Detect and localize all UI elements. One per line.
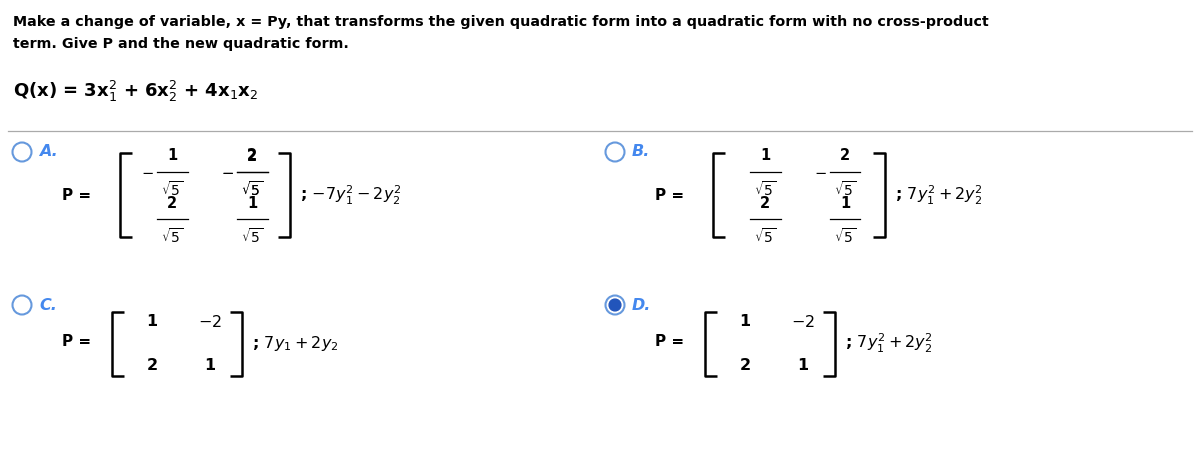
Text: D.: D.: [632, 298, 652, 313]
Text: $-$: $-$: [814, 164, 827, 179]
Text: Make a change of variable, x = Py, that transforms the given quadratic form into: Make a change of variable, x = Py, that …: [13, 15, 989, 29]
Text: A.: A.: [38, 144, 58, 159]
Text: 1: 1: [204, 357, 216, 372]
Text: P =: P =: [62, 335, 91, 350]
Text: 1: 1: [798, 357, 809, 372]
Text: 2: 2: [247, 149, 257, 164]
Text: 1: 1: [739, 314, 750, 329]
Text: $-2$: $-2$: [791, 314, 815, 330]
Text: 1: 1: [247, 196, 257, 211]
Text: 2: 2: [739, 357, 750, 372]
Text: $\sqrt{5}$: $\sqrt{5}$: [241, 181, 263, 199]
Text: P =: P =: [655, 335, 684, 350]
Text: $\sqrt{5}$: $\sqrt{5}$: [241, 228, 263, 246]
Text: P =: P =: [655, 187, 684, 202]
Text: $\sqrt{5}$: $\sqrt{5}$: [161, 228, 184, 246]
Text: $-2$: $-2$: [198, 314, 222, 330]
Text: 1: 1: [146, 314, 157, 329]
Text: 2: 2: [146, 357, 157, 372]
Circle shape: [610, 299, 620, 311]
Text: 2: 2: [247, 149, 257, 164]
Text: ; $7y_1^2 + 2y_2^2$: ; $7y_1^2 + 2y_2^2$: [845, 332, 932, 355]
Text: $\sqrt{5}$: $\sqrt{5}$: [834, 228, 856, 246]
Text: 1: 1: [167, 149, 178, 164]
Text: $\sqrt{5}$: $\sqrt{5}$: [161, 181, 184, 199]
Text: 2: 2: [167, 196, 178, 211]
Text: 1: 1: [840, 196, 850, 211]
Text: ; $7y_1^2 + 2y_2^2$: ; $7y_1^2 + 2y_2^2$: [895, 183, 983, 207]
Text: term. Give P and the new quadratic form.: term. Give P and the new quadratic form.: [13, 37, 349, 51]
Text: ; $-7y_1^2 - 2y_2^2$: ; $-7y_1^2 - 2y_2^2$: [300, 183, 401, 207]
Text: P =: P =: [62, 187, 91, 202]
Text: ; $7y_1 + 2y_2$: ; $7y_1 + 2y_2$: [252, 334, 338, 353]
Text: $\sqrt{5}$: $\sqrt{5}$: [754, 181, 776, 199]
Text: C.: C.: [38, 298, 56, 313]
Text: $\sqrt{5}$: $\sqrt{5}$: [241, 181, 263, 199]
Text: Q(x) = 3x$_1^2$ + 6x$_2^2$ + 4x$_1$x$_2$: Q(x) = 3x$_1^2$ + 6x$_2^2$ + 4x$_1$x$_2$: [13, 79, 258, 104]
Text: $-$: $-$: [140, 164, 154, 179]
Text: $-$: $-$: [221, 164, 234, 179]
Text: $\sqrt{5}$: $\sqrt{5}$: [834, 181, 856, 199]
Text: $-$: $-$: [221, 164, 234, 179]
Text: $\sqrt{5}$: $\sqrt{5}$: [754, 228, 776, 246]
Text: B.: B.: [632, 144, 650, 159]
Text: 1: 1: [760, 149, 770, 164]
Text: 2: 2: [760, 196, 770, 211]
Text: 2: 2: [840, 149, 850, 164]
